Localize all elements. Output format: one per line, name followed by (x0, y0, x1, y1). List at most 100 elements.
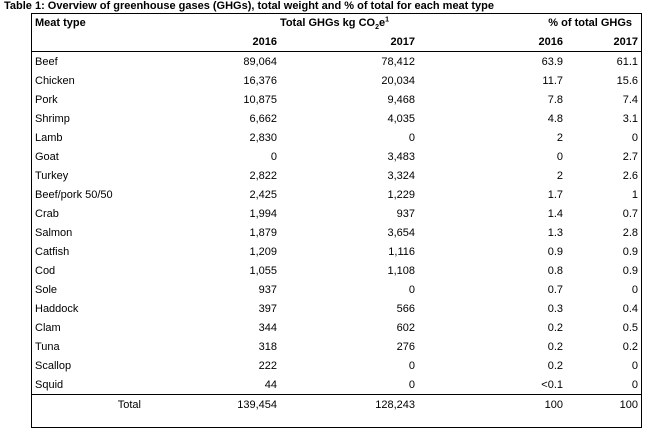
pct-2017-cell: 0 (631, 283, 639, 296)
table-row: Beef 89,064 78,412 63.9 61.1 (31, 52, 642, 72)
table-row: Salmon 1,879 3,654 1.3 2.8 (31, 223, 642, 242)
pct-2017-cell: 0.2 (622, 340, 639, 353)
pct-2017-cell: 1 (631, 188, 639, 201)
meat-type-cell: Crab (35, 207, 59, 220)
ghg-2016-cell: 2,830 (249, 131, 277, 144)
pct-2017-cell: 2.7 (622, 150, 639, 163)
ghg-2016-cell: 397 (258, 302, 277, 315)
meat-type-cell: Goat (35, 150, 59, 163)
ghg-2016-cell: 1,879 (249, 226, 277, 239)
meat-type-cell: Haddock (35, 302, 79, 315)
header-pct-total: % of total GHGs (548, 16, 633, 29)
header-total-ghgs: Total GHGs kg CO2e1 (159, 13, 419, 32)
table-row: Sole 937 0 0.7 0 (31, 280, 642, 299)
pct-2017-cell: 2.6 (622, 169, 639, 182)
ghg-2017-cell: 276 (396, 340, 416, 353)
table-row: Catfish 1,209 1,116 0.9 0.9 (31, 242, 642, 261)
pct-2016-cell: 7.8 (547, 93, 564, 106)
pct-2017-cell: 0.4 (622, 302, 639, 315)
year-header-ghg-2016: 2016 (159, 32, 281, 52)
meat-type-cell: Pork (35, 93, 58, 106)
table-row: Scallop 222 0 0.2 0 (31, 356, 642, 375)
ghg-2016-cell: 2,822 (249, 169, 277, 182)
ghg-2016-cell: 89,064 (243, 55, 277, 68)
meat-type-cell: Sole (35, 283, 58, 296)
pct-2017-cell: 2.8 (622, 226, 639, 239)
year-header-pct-2016: 2016 (419, 32, 568, 52)
ghg-2016-cell: 1,209 (249, 245, 277, 258)
meat-type-cell: Scallop (35, 359, 72, 372)
meat-type-cell: Shrimp (35, 112, 70, 125)
ghg-2017-cell: 3,324 (387, 169, 416, 182)
pct-2016-cell: 2 (556, 169, 564, 182)
ghg-2017-cell: 3,654 (387, 226, 416, 239)
pct-2017-cell: 15.6 (616, 74, 639, 87)
total-label: Total (31, 394, 159, 414)
total-ghg-2016: 139,454 (159, 394, 281, 414)
total-pct-2017: 100 (567, 394, 643, 414)
pct-2016-cell: 63.9 (541, 55, 564, 68)
meat-type-cell: Beef/pork 50/50 (35, 188, 113, 201)
ghg-2017-cell: 0 (408, 359, 416, 372)
ghg-2017-cell: 1,116 (388, 245, 416, 258)
pct-2016-cell: <0.1 (541, 378, 564, 391)
table-row: Goat 0 3,483 0 2.7 (31, 147, 642, 166)
table-row: Crab 1,994 937 1.4 0.7 (31, 204, 642, 223)
table-row: Turkey 2,822 3,324 2 2.6 (31, 166, 642, 185)
ghg-2017-cell: 602 (396, 321, 416, 334)
ghg-2017-cell: 3,483 (387, 150, 416, 163)
pct-2016-cell: 1.3 (547, 226, 564, 239)
ghg-2017-cell: 1,229 (387, 188, 416, 201)
table-row: Cod 1,055 1,108 0.8 0.9 (31, 261, 642, 280)
year-row: 2016 2017 2016 2017 (31, 32, 643, 52)
meat-type-cell: Tuna (35, 340, 60, 353)
pct-2016-cell: 0.7 (547, 283, 564, 296)
header-row: Meat type Total GHGs kg CO2e1 % of total… (31, 13, 642, 32)
pct-2016-cell: 0.8 (547, 264, 564, 277)
pct-2016-cell: 1.7 (547, 188, 564, 201)
pct-2016-cell: 1.4 (547, 207, 564, 220)
table-row: Chicken 16,376 20,034 11.7 15.6 (31, 71, 642, 90)
ghg-2017-cell: 78,412 (381, 55, 416, 68)
table-row: Clam 344 602 0.2 0.5 (31, 318, 642, 337)
meat-type-cell: Squid (35, 378, 64, 391)
table-row: Pork 10,875 9,468 7.8 7.4 (31, 90, 642, 109)
ghg-2017-cell: 4,035 (387, 112, 416, 125)
pct-2017-cell: 0 (631, 378, 639, 391)
header-ghg-footnote: 1 (385, 15, 390, 23)
ghg-2016-cell: 1,055 (249, 264, 277, 277)
header-meat-type: Meat type (35, 16, 86, 29)
pct-2017-cell: 0.5 (622, 321, 639, 334)
meat-type-cell: Chicken (35, 74, 75, 87)
meat-type-cell: Turkey (35, 169, 69, 182)
ghg-2016-cell: 937 (258, 283, 277, 296)
pct-2017-cell: 0 (631, 359, 639, 372)
header-ghg-prefix: Total GHGs kg CO (279, 16, 376, 29)
header-ghg-suffix: e (378, 16, 386, 29)
pct-2017-cell: 61.1 (616, 55, 639, 68)
pct-2017-cell: 3.1 (622, 112, 639, 125)
ghg-2017-cell: 0 (408, 378, 416, 391)
pct-2016-cell: 0.3 (547, 302, 564, 315)
meat-type-cell: Salmon (35, 226, 73, 239)
table-row: Squid 44 0 <0.1 0 (31, 375, 642, 395)
pct-2017-cell: 0.9 (622, 264, 639, 277)
ghg-2016-cell: 44 (264, 378, 277, 391)
ghg-2017-cell: 20,034 (381, 74, 416, 87)
ghg-2016-cell: 2,425 (249, 188, 277, 201)
total-pct-2016: 100 (419, 394, 568, 414)
table-row: Shrimp 6,662 4,035 4.8 3.1 (31, 109, 642, 128)
table-row: Haddock 397 566 0.3 0.4 (31, 299, 642, 318)
ghg-2016-cell: 222 (258, 359, 277, 372)
ghg-2017-cell: 9,468 (387, 93, 416, 106)
ghg-2016-cell: 344 (258, 321, 277, 334)
ghg-2016-cell: 318 (258, 340, 277, 353)
ghg-2016-cell: 10,875 (243, 93, 277, 106)
pct-2017-cell: 0 (631, 131, 639, 144)
meat-type-cell: Lamb (35, 131, 63, 144)
table-row: Tuna 318 276 0.2 0.2 (31, 337, 642, 356)
year-header-ghg-2017: 2017 (281, 32, 420, 52)
pct-2016-cell: 0.9 (547, 245, 564, 258)
pct-2016-cell: 4.8 (547, 112, 564, 125)
